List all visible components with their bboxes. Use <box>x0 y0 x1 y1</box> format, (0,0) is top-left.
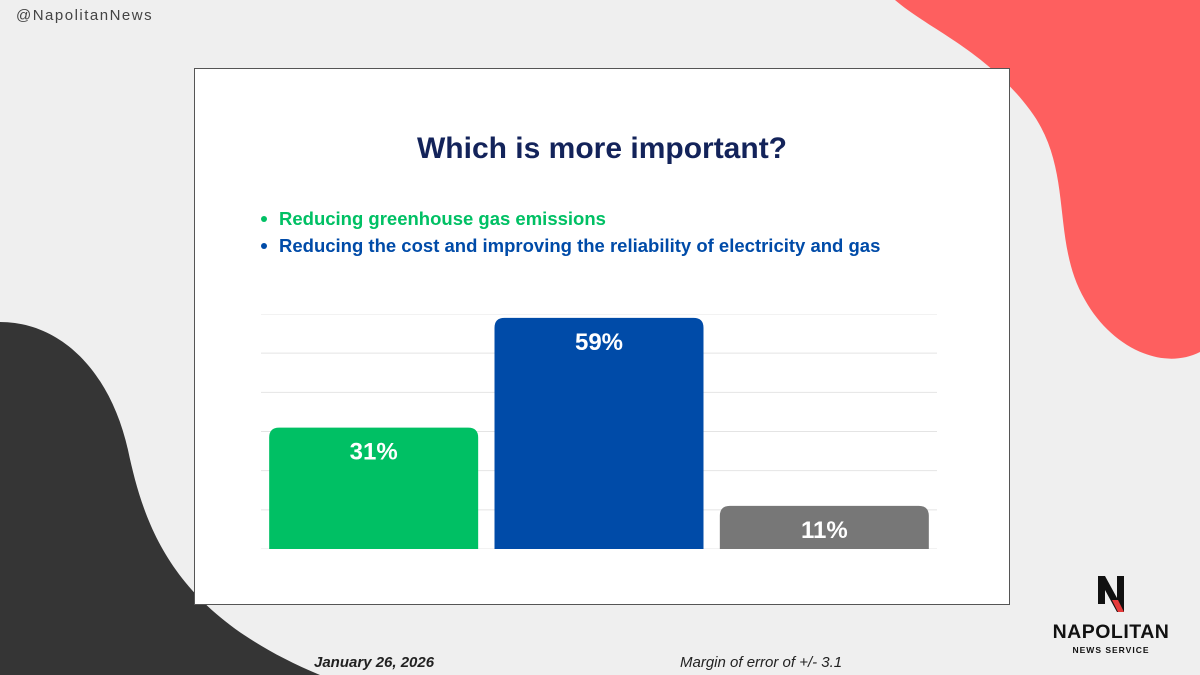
bar-value-label: 31% <box>350 439 398 466</box>
bar-2 <box>494 317 704 549</box>
napolitan-logo: NAPOLITAN NEWS SERVICE <box>1046 574 1176 655</box>
legend-label: Reducing the cost and improving the reli… <box>279 235 881 256</box>
logo-subtitle: NEWS SERVICE <box>1072 645 1150 655</box>
margin-of-error: Margin of error of +/- 3.1 <box>680 654 843 671</box>
chart-card: Which is more important? Reducing greenh… <box>194 68 1010 605</box>
legend-label: Reducing greenhouse gas emissions <box>279 208 606 229</box>
legend-item-blue: Reducing the cost and improving the reli… <box>257 232 880 259</box>
logo-wordmark: NAPOLITAN <box>1052 621 1170 643</box>
charcoal-shape <box>0 322 320 675</box>
legend-item-green: Reducing greenhouse gas emissions <box>257 205 880 232</box>
legend-bullet-icon <box>261 243 267 249</box>
bar-1 <box>269 427 479 549</box>
bar-3 <box>719 505 929 549</box>
napolitan-n-logo-icon <box>1098 576 1124 612</box>
coral-shape <box>895 0 1200 359</box>
legend-bullet-icon <box>261 216 267 222</box>
bar-chart-plot: 31% 59% 11% <box>261 314 937 549</box>
social-handle: @NapolitanNews <box>16 7 154 24</box>
chart-title: Which is more important? <box>416 132 788 165</box>
bar-value-label: 59% <box>575 329 623 356</box>
chart-legend: Reducing greenhouse gas emissions Reduci… <box>257 205 880 259</box>
bar-value-label: 11% <box>801 517 848 544</box>
poll-date: January 26, 2026 <box>314 654 435 671</box>
